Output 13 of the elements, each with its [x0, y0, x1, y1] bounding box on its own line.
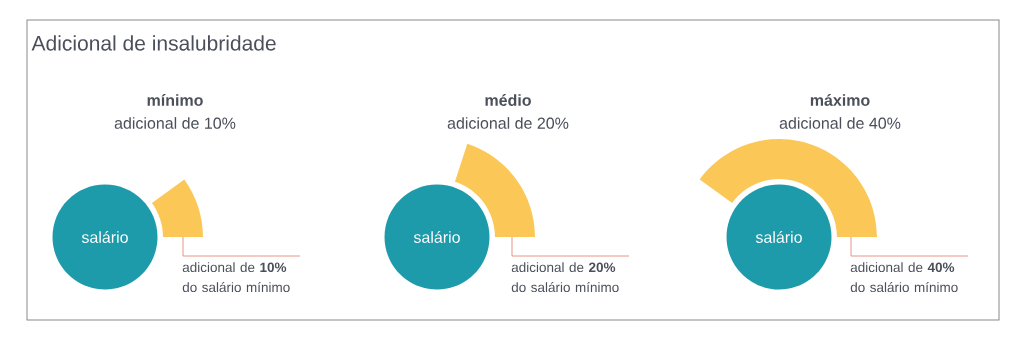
data-label: adicional de 20% [447, 117, 569, 129]
text: Adicional de insalubridade [31, 35, 276, 51]
data-label: adicional de 40% [779, 117, 901, 129]
text: salário [413, 231, 460, 243]
category-label: médio [485, 94, 531, 106]
text: salário [81, 231, 128, 243]
text: adicional de 10% do salário mínimo [182, 262, 290, 293]
category-label: máximo [810, 94, 870, 106]
data-label: adicional de 10% [114, 117, 236, 129]
text: salário [755, 231, 802, 243]
text: adicional de 20% do salário mínimo [511, 262, 619, 293]
category-label: mínimo [147, 94, 203, 106]
text: adicional de 40% do salário mínimo [850, 262, 958, 293]
